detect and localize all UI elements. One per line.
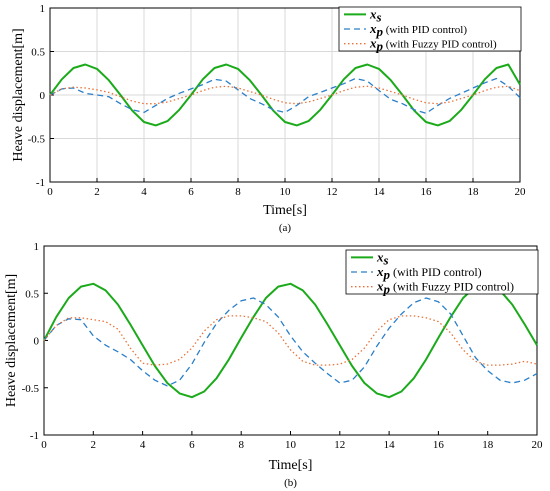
chart-caption: (a): [279, 222, 292, 234]
series-line-3: [49, 85, 521, 105]
x-tick-label: 10: [285, 439, 297, 451]
x-tick-label: 12: [334, 439, 345, 451]
y-tick-label: 0.5: [25, 288, 39, 300]
x-tick-label: 10: [280, 186, 292, 198]
chart-b: 0 2 4 6 8 10 12 14 16 18 20 -1 -0.5 0 0.5 1 Time[s] Heave…: [4, 241, 543, 489]
legend-entry: xp (with Fuzzy PID control): [369, 36, 497, 54]
x-tick-label: 0: [41, 439, 47, 451]
x-axis-label: Time[s]: [269, 458, 313, 473]
x-tick-label: 4: [140, 439, 146, 451]
series-line-3: [43, 315, 538, 366]
x-tick-label: 20: [515, 186, 527, 198]
y-axis-label: Heave displacement[m]: [4, 274, 19, 407]
x-tick-label: 6: [189, 439, 195, 451]
chart-caption: (b): [284, 477, 297, 489]
series-line-2: [43, 297, 538, 387]
y-tick-label: 0: [40, 90, 46, 102]
x-tick-label: 4: [141, 186, 147, 198]
legend-entry: xs: [369, 6, 382, 24]
y-tick-label: -1: [36, 177, 45, 189]
legend-entry: xp (with Fuzzy PID control): [376, 279, 514, 297]
y-tick-label: 0: [34, 336, 40, 348]
x-tick-label: 2: [91, 439, 97, 451]
x-tick-label: 18: [482, 439, 494, 451]
legend-entry: xs: [376, 249, 389, 267]
x-tick-label: 2: [94, 186, 100, 198]
legend-box: [338, 6, 522, 52]
y-axis-label: Heave displacement[m]: [11, 28, 26, 161]
x-tick-label: 20: [532, 439, 544, 451]
series-line-1: [49, 63, 521, 127]
y-tick-label: 1: [40, 3, 46, 15]
y-tick-label: 1: [34, 241, 40, 253]
series-line-1: [43, 282, 538, 399]
x-tick-label: 12: [327, 186, 338, 198]
legend-entry: xp (with PID control): [376, 264, 482, 282]
x-axis-label: Time[s]: [263, 203, 307, 218]
y-tick-label: -0.5: [22, 383, 40, 395]
y-tick-label: -1: [30, 430, 39, 442]
x-tick-label: 8: [235, 186, 241, 198]
x-tick-label: 18: [468, 186, 480, 198]
x-tick-label: 8: [238, 439, 244, 451]
x-tick-label: 14: [384, 439, 396, 451]
x-tick-label: 0: [47, 186, 53, 198]
x-tick-label: 16: [433, 439, 445, 451]
legend-box: [345, 249, 539, 295]
x-tick-label: 6: [188, 186, 194, 198]
x-tick-label: 14: [374, 186, 386, 198]
chart-a: 0 2 4 6 8 10 12 14 16 18 20 -1 -0.5 0 0.5 1 Time[s] Heave…: [11, 3, 526, 234]
x-tick-label: 16: [421, 186, 433, 198]
y-tick-label: -0.5: [28, 134, 46, 146]
legend-entry: xp (with PID control): [369, 21, 467, 39]
y-tick-label: 0.5: [31, 47, 45, 59]
